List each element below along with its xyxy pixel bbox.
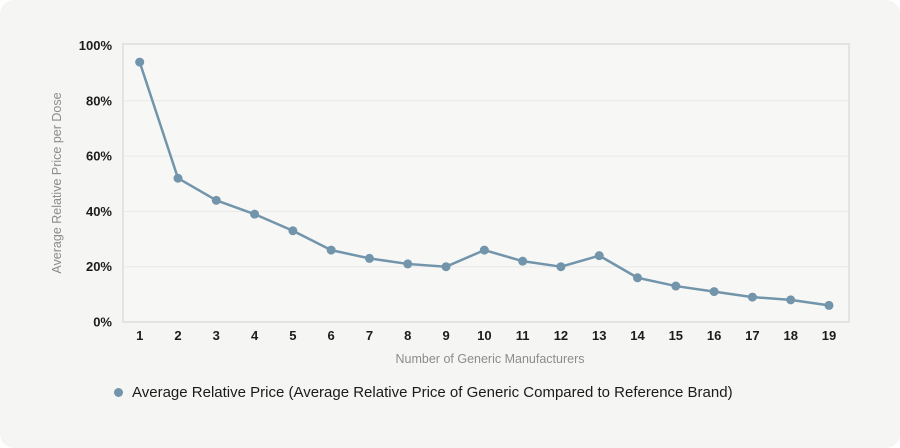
x-tick-label: 6 — [328, 328, 335, 343]
x-tick-label: 16 — [707, 328, 721, 343]
data-point — [364, 253, 374, 263]
data-point — [594, 251, 604, 261]
x-tick-label: 11 — [516, 328, 530, 343]
y-axis-title: Average Relative Price per Dose — [50, 92, 64, 274]
y-tick-label: 0% — [93, 315, 112, 330]
x-tick-label: 12 — [554, 328, 568, 343]
data-point — [326, 245, 336, 255]
data-point — [709, 287, 719, 297]
x-tick-label: 15 — [669, 328, 683, 343]
x-tick-label: 5 — [289, 328, 296, 343]
x-tick-label: 10 — [477, 328, 491, 343]
legend-label: Average Relative Price (Average Relative… — [132, 384, 733, 401]
data-point — [135, 57, 145, 67]
plot-area — [122, 43, 850, 323]
data-point — [288, 226, 298, 236]
legend-marker-icon — [114, 388, 123, 397]
x-tick-label: 2 — [174, 328, 181, 343]
data-point — [479, 245, 489, 255]
data-point — [786, 295, 796, 305]
x-tick-label: 18 — [783, 328, 797, 343]
y-tick-label: 20% — [86, 259, 112, 274]
data-point — [173, 173, 183, 183]
x-tick-label: 19 — [822, 328, 836, 343]
y-tick-label: 40% — [86, 204, 112, 219]
legend: Average Relative Price (Average Relative… — [114, 384, 733, 401]
x-tick-label: 3 — [213, 328, 220, 343]
x-tick-label: 13 — [592, 328, 606, 343]
x-tick-label: 17 — [745, 328, 759, 343]
data-point — [403, 259, 413, 269]
data-point — [747, 292, 757, 302]
x-tick-label: 8 — [404, 328, 411, 343]
x-axis-title: Number of Generic Manufacturers — [395, 352, 585, 366]
y-tick-label: 100% — [79, 38, 113, 53]
x-tick-label: 1 — [136, 328, 143, 343]
x-tick-label: 14 — [630, 328, 645, 343]
x-tick-label: 4 — [251, 328, 259, 343]
data-point — [556, 262, 566, 272]
y-tick-label: 80% — [86, 93, 112, 108]
x-tick-label: 7 — [366, 328, 373, 343]
data-point — [518, 256, 528, 266]
data-point — [441, 262, 451, 272]
data-point — [633, 273, 643, 283]
data-point — [671, 281, 681, 291]
data-point — [250, 209, 260, 219]
data-point — [824, 300, 834, 310]
x-tick-label: 9 — [442, 328, 449, 343]
data-point — [211, 195, 221, 205]
y-tick-label: 60% — [86, 149, 112, 164]
